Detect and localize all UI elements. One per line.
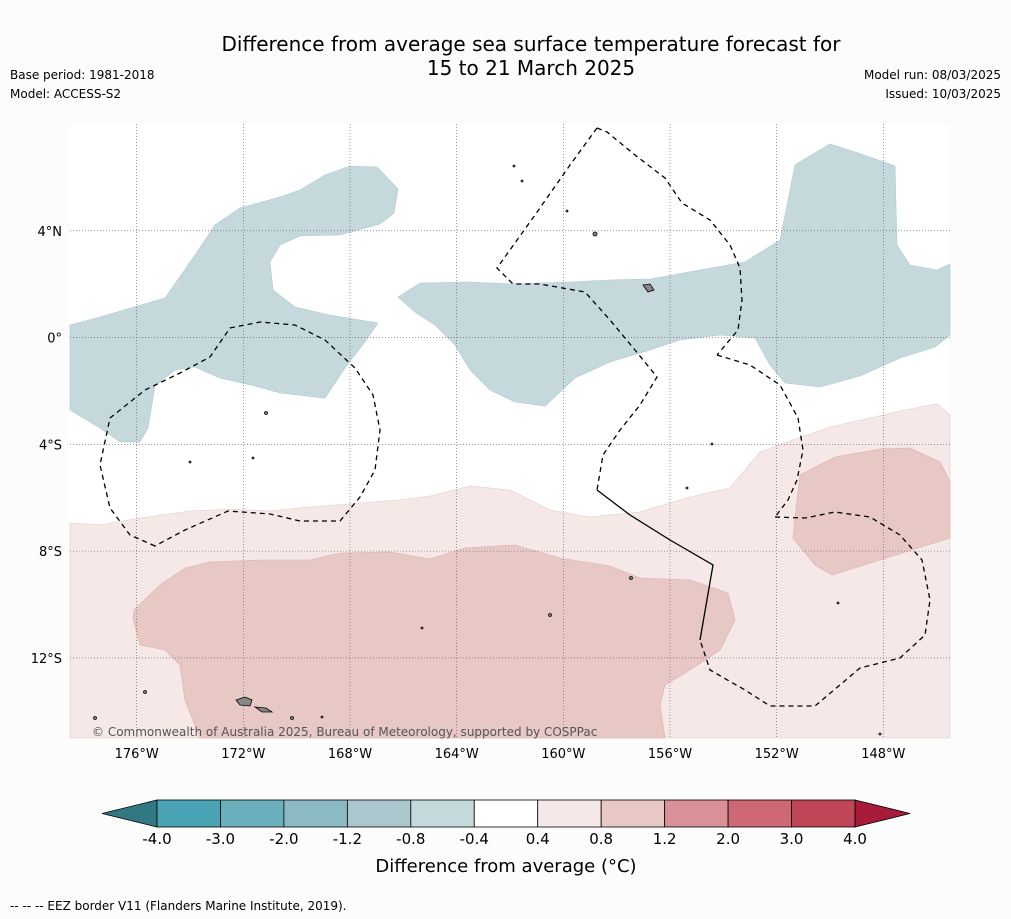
colorbar-segment [537,799,602,828]
island-dot [512,164,516,168]
eez-border-line-islands-lower [699,511,931,707]
lat-tick-label: 12°S [31,652,62,667]
lon-tick-label: 152°W [755,747,799,762]
island-dot [188,460,192,464]
graticule [70,124,950,738]
island-dot [565,209,569,213]
colorbar-tick-label: -1.2 [333,830,362,848]
colorbar-under-triangle [101,799,158,828]
colorbar-tick-label: 4.0 [843,830,867,848]
island-dot [592,231,598,237]
island-savaii [235,696,253,707]
colorbar-segment [283,799,348,828]
colorbar: -4.0 -3.0 -2.0 -1.2 -0.8 -0.4 0.4 0.8 1.2 2.0 3.0 4… [101,799,911,848]
cool-anomaly-region-east [397,143,951,407]
island-dot [629,576,633,580]
lat-tick-label: 0° [47,332,62,347]
cool-anomaly-region-west [69,165,399,443]
colorbar-tick-label: 0.4 [526,830,550,848]
model-name: Model: ACCESS-S2 [10,87,122,101]
island-dot [143,690,147,694]
title-line-2: 15 to 21 March 2025 [426,56,636,80]
island-dot [878,732,882,736]
island-dot [320,715,324,719]
lon-tick-label: 156°W [648,747,692,762]
colorbar-tick-label: -4.0 [142,830,171,848]
colorbar-segment [410,799,475,828]
eez-borders [99,127,931,707]
eez-legend-note: -- -- -- EEZ border V11 (Flanders Marine… [10,899,347,913]
colorbar-segment [473,799,539,828]
colorbar-tick-label: 1.2 [653,830,677,848]
meta-right: Model run: 08/03/2025 Issued: 10/03/2025 [864,66,1001,104]
meta-left: Base period: 1981-2018 Model: ACCESS-S2 [10,66,155,104]
colorbar-over-triangle [854,799,911,828]
island-dot [251,456,255,460]
lon-tick-label: 148°W [861,747,905,762]
island-dot [264,411,268,415]
colorbar-segment [791,799,856,828]
eez-border-line-islands-north [596,127,743,356]
island-dot [685,486,689,490]
colorbar-tick-label: 3.0 [780,830,804,848]
title-line-1: Difference from average sea surface temp… [221,32,841,56]
island-dot [710,442,714,446]
colorbar-segment [156,799,221,828]
island-dot [93,716,97,720]
colorbar-segment [346,799,412,828]
lon-tick-label: 160°W [541,747,585,762]
axis-labels: 176°W 172°W 168°W 164°W 160°W 156°W 152°W 148°W… [31,225,906,762]
colorbar-segment [220,799,285,828]
island-dot [836,601,840,605]
eez-border-line-islands-south [716,354,804,518]
base-period: Base period: 1981-2018 [10,68,155,82]
lat-tick-label: 4°S [39,438,62,453]
islands [93,164,882,736]
island-dot [548,613,552,617]
island-dot [420,626,424,630]
copyright-text: © Commonwealth of Australia 2025, Bureau… [92,725,597,739]
colorbar-tick-label: -0.8 [396,830,425,848]
colorbar-tick-label: -2.0 [269,830,298,848]
colorbar-title: Difference from average (°C) [375,856,637,877]
island-dot [520,179,524,183]
colorbar-segment [727,799,792,828]
lat-tick-label: 4°N [38,225,63,240]
issued-date: Issued: 10/03/2025 [885,87,1001,101]
lat-tick-label: 8°S [39,545,62,560]
eez-border-tokelau [99,321,381,547]
colorbar-tick-label: -0.4 [460,830,489,848]
island-christmas [642,283,655,293]
colorbar-tick-label: 2.0 [716,830,740,848]
island-upolu [253,706,274,713]
lon-tick-label: 168°W [328,747,372,762]
eez-border-segment-solid [596,489,714,641]
lon-tick-label: 164°W [435,747,479,762]
colorbar-tick-label: -3.0 [206,830,235,848]
warm-anomaly-region-south [132,544,736,739]
island-dot [290,716,294,720]
model-run: Model run: 08/03/2025 [863,68,1001,82]
colorbar-segment [664,799,729,828]
lon-tick-label: 176°W [115,747,159,762]
colorbar-segment [600,799,666,828]
lon-tick-label: 172°W [221,747,265,762]
colorbar-tick-label: 0.8 [589,830,613,848]
eez-border-line-islands-west [496,127,658,491]
warm-anomaly-region-east [792,447,951,576]
map-title: Difference from average sea surface temp… [0,32,1011,80]
